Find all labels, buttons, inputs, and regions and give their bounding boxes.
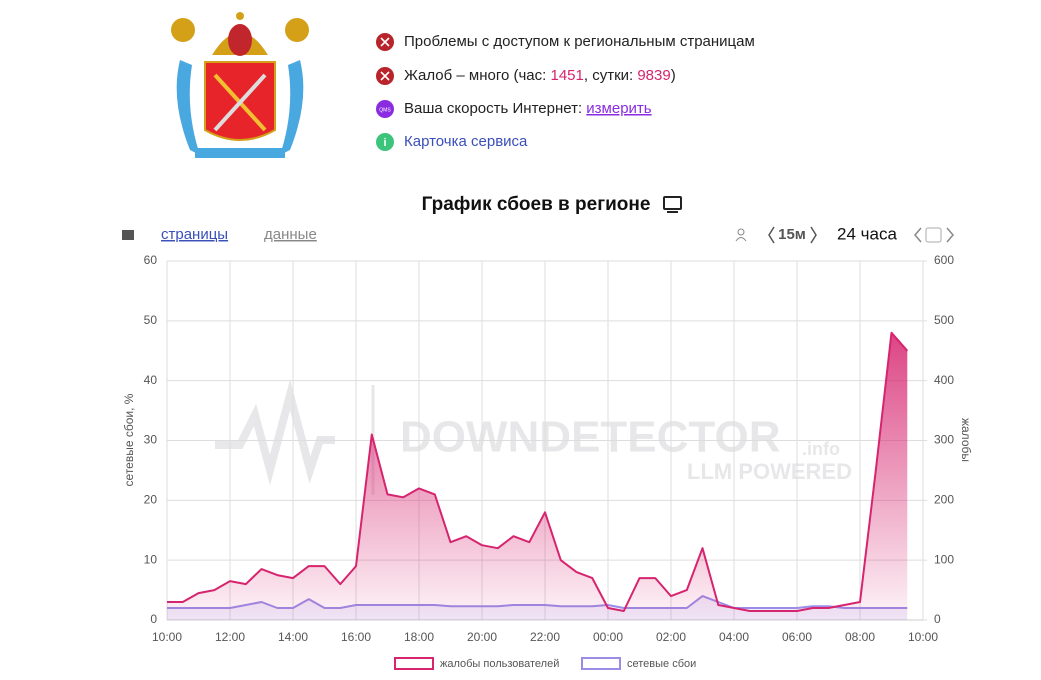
legend-label: сетевые сбои — [627, 658, 696, 670]
watermark-suffix: .info — [802, 439, 840, 459]
period-arrows[interactable] — [914, 227, 954, 243]
y-tick-label: 30 — [144, 433, 158, 447]
text: ) — [671, 67, 676, 84]
pages-tab[interactable]: страницы — [161, 226, 228, 243]
status-speed: Ваша скорость Интернет: измерить — [404, 100, 652, 117]
status-access: Проблемы с доступом к региональным стран… — [404, 33, 755, 50]
data-tab[interactable]: данные — [264, 226, 317, 243]
legend-swatch — [581, 657, 621, 670]
info-icon — [376, 133, 394, 151]
x-tick-label: 10:00 — [908, 630, 938, 644]
qms-label: QMS — [379, 107, 391, 113]
svg-text:i: i — [383, 137, 386, 149]
y2-tick-label: 500 — [934, 313, 954, 327]
y-tick-label: 0 — [150, 612, 157, 626]
watermark-logo — [215, 379, 335, 486]
y2-tick-label: 0 — [934, 612, 941, 626]
y2-tick-label: 100 — [934, 552, 954, 566]
x-tick-label: 08:00 — [845, 630, 875, 644]
text: , сутки: — [584, 67, 637, 84]
camera-icon[interactable] — [122, 230, 134, 240]
y2-tick-label: 600 — [934, 253, 954, 267]
x-tick-label: 12:00 — [215, 630, 245, 644]
x-tick-label: 20:00 — [467, 630, 497, 644]
x-tick-label: 14:00 — [278, 630, 308, 644]
y-tick-label: 20 — [144, 493, 158, 507]
watermark-sub: LLM POWERED — [687, 459, 852, 484]
y-tick-label: 50 — [144, 313, 158, 327]
legend-label: жалобы пользователей — [440, 658, 559, 670]
interval-button[interactable]: 15м — [778, 226, 806, 243]
x-tick-label: 18:00 — [404, 630, 434, 644]
text: Ваша скорость Интернет: — [404, 100, 586, 117]
service-card-link[interactable]: Карточка сервиса — [404, 133, 528, 150]
x-tick-label: 00:00 — [593, 630, 623, 644]
chart-title: График сбоев в регионе — [422, 194, 651, 215]
x-tick-label: 16:00 — [341, 630, 371, 644]
y2-tick-label: 400 — [934, 373, 954, 387]
coat-of-arms — [171, 12, 309, 158]
hour-count: 1451 — [550, 67, 583, 84]
y-tick-label: 60 — [144, 253, 158, 267]
text: Жалоб – много (час: — [404, 67, 550, 84]
legend-swatch — [394, 657, 434, 670]
x-tick-label: 04:00 — [719, 630, 749, 644]
y2-axis-label: жалобы — [959, 418, 973, 462]
calendar-icon[interactable] — [925, 227, 942, 243]
measure-link[interactable]: измерить — [586, 100, 652, 117]
user-icon[interactable] — [737, 228, 745, 236]
x-tick-label: 02:00 — [656, 630, 686, 644]
x-tick-label: 06:00 — [782, 630, 812, 644]
period-button[interactable]: 24 часа — [837, 224, 897, 243]
y-tick-label: 40 — [144, 373, 158, 387]
y-tick-label: 10 — [144, 552, 158, 566]
y-axis-label: сетевые сбои, % — [122, 393, 136, 486]
x-tick-label: 22:00 — [530, 630, 560, 644]
day-count: 9839 — [637, 67, 670, 84]
monitor-icon — [663, 196, 682, 210]
status-complaints: Жалоб – много (час: 1451, сутки: 9839) — [404, 67, 676, 84]
y2-tick-label: 200 — [934, 493, 954, 507]
x-tick-label: 10:00 — [152, 630, 182, 644]
y2-tick-label: 300 — [934, 433, 954, 447]
area — [167, 332, 908, 620]
line — [167, 331, 909, 612]
qms-icon — [376, 100, 394, 118]
watermark-brand: DOWNDETECTOR — [400, 413, 781, 462]
